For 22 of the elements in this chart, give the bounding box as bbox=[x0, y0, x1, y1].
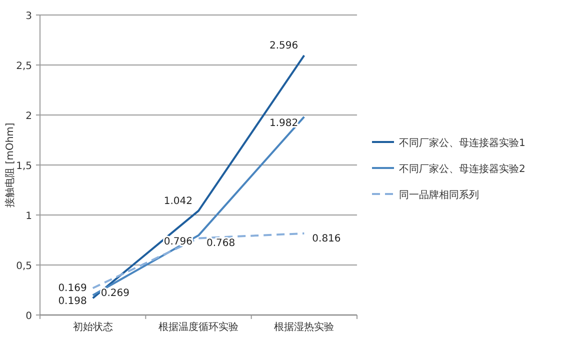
data-label: 2.596 bbox=[270, 40, 298, 52]
x-tick-label: 根据温度循环实验 bbox=[158, 321, 238, 333]
x-tick-label: 初始状态 bbox=[72, 321, 113, 333]
y-tick-label: 1 bbox=[26, 211, 32, 222]
data-label: 0.169 bbox=[58, 283, 87, 294]
y-axis-title: 接触电阻 [mOhm] bbox=[4, 122, 16, 208]
data-label: 1.042 bbox=[164, 196, 192, 207]
data-label: 0.198 bbox=[58, 296, 87, 308]
y-tick-label: 0,5 bbox=[16, 261, 32, 272]
y-tick-label: 3 bbox=[26, 11, 32, 22]
data-label: 0.768 bbox=[206, 238, 236, 250]
y-tick-label: 1,5 bbox=[16, 161, 32, 172]
data-label: 0.269 bbox=[100, 288, 130, 300]
y-tick-label: 2,5 bbox=[16, 61, 32, 72]
x-tick-label: 根据湿热实验 bbox=[274, 321, 334, 333]
legend-label: 同一品牌相同系列 bbox=[399, 189, 479, 201]
y-tick-label: 0 bbox=[26, 311, 32, 322]
data-label: 0.816 bbox=[312, 233, 341, 244]
y-tick-label: 2 bbox=[26, 111, 32, 122]
legend-label: 不同厂家公、母连接器实验1 bbox=[399, 137, 526, 149]
legend-label: 不同厂家公、母连接器实验2 bbox=[399, 163, 526, 175]
data-label: 1.982 bbox=[270, 118, 298, 129]
